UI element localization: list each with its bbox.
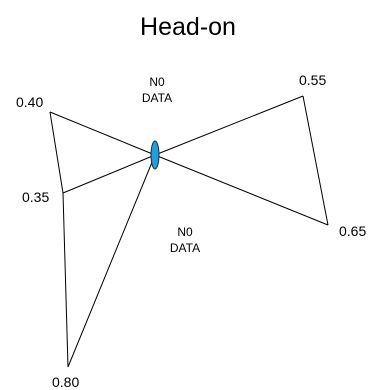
label-bottom: 0.80 [52, 374, 79, 390]
label-upper-left: 0.40 [16, 94, 43, 110]
no-data-bottom-line1: N0 [177, 225, 193, 239]
edge-upper-right-to-right [302, 95, 329, 226]
edge-upper-left-to-center [49, 111, 156, 156]
edge-center-to-upper-right [154, 95, 304, 156]
no-data-bottom-line2: DATA [170, 241, 200, 255]
label-left: 0.35 [22, 189, 49, 205]
edge-left-to-bottom [62, 192, 69, 368]
label-right: 0.65 [339, 223, 366, 239]
edge-bottom-to-center [67, 154, 156, 368]
diagram-title: Head-on [140, 13, 236, 41]
no-data-top-line2: DATA [142, 91, 172, 105]
edge-upper-left-to-left [49, 111, 64, 194]
center-marker [150, 140, 160, 170]
label-upper-right: 0.55 [299, 72, 326, 88]
edge-left-to-center [62, 154, 156, 194]
edge-right-to-center [154, 154, 329, 226]
no-data-top-line1: N0 [149, 75, 165, 89]
